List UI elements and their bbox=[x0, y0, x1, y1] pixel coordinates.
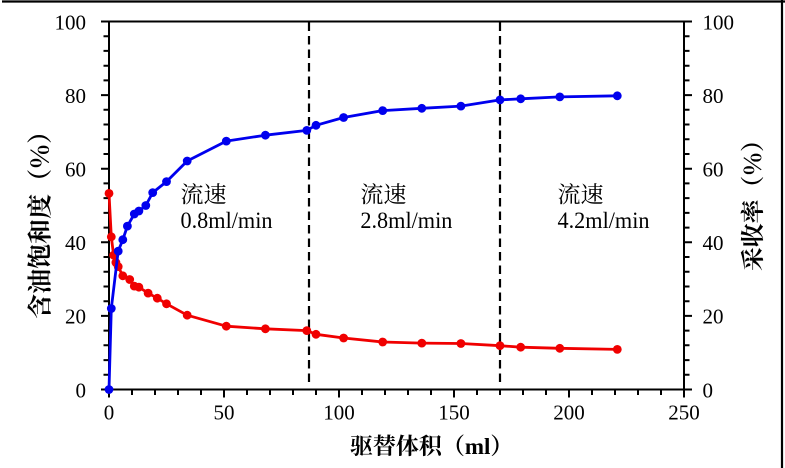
svg-text:0.8ml/min: 0.8ml/min bbox=[181, 208, 273, 233]
svg-text:20: 20 bbox=[703, 305, 724, 329]
svg-text:60: 60 bbox=[65, 157, 86, 181]
svg-text:60: 60 bbox=[703, 157, 724, 181]
svg-text:0: 0 bbox=[76, 378, 87, 402]
svg-text:80: 80 bbox=[703, 84, 724, 108]
svg-text:200: 200 bbox=[553, 401, 585, 425]
svg-text:40: 40 bbox=[65, 231, 86, 255]
svg-text:4.2ml/min: 4.2ml/min bbox=[558, 208, 650, 233]
svg-text:100: 100 bbox=[323, 401, 355, 425]
svg-text:20: 20 bbox=[65, 305, 86, 329]
svg-text:40: 40 bbox=[703, 231, 724, 255]
svg-text:2.8ml/min: 2.8ml/min bbox=[360, 208, 452, 233]
svg-text:100: 100 bbox=[703, 10, 735, 34]
svg-text:50: 50 bbox=[214, 401, 235, 425]
svg-text:150: 150 bbox=[438, 401, 470, 425]
svg-text:0: 0 bbox=[104, 401, 115, 425]
svg-text:80: 80 bbox=[65, 84, 86, 108]
svg-text:0: 0 bbox=[703, 378, 714, 402]
svg-text:ml: ml bbox=[465, 434, 491, 459]
svg-text:100: 100 bbox=[55, 10, 87, 34]
svg-text:250: 250 bbox=[668, 401, 700, 425]
